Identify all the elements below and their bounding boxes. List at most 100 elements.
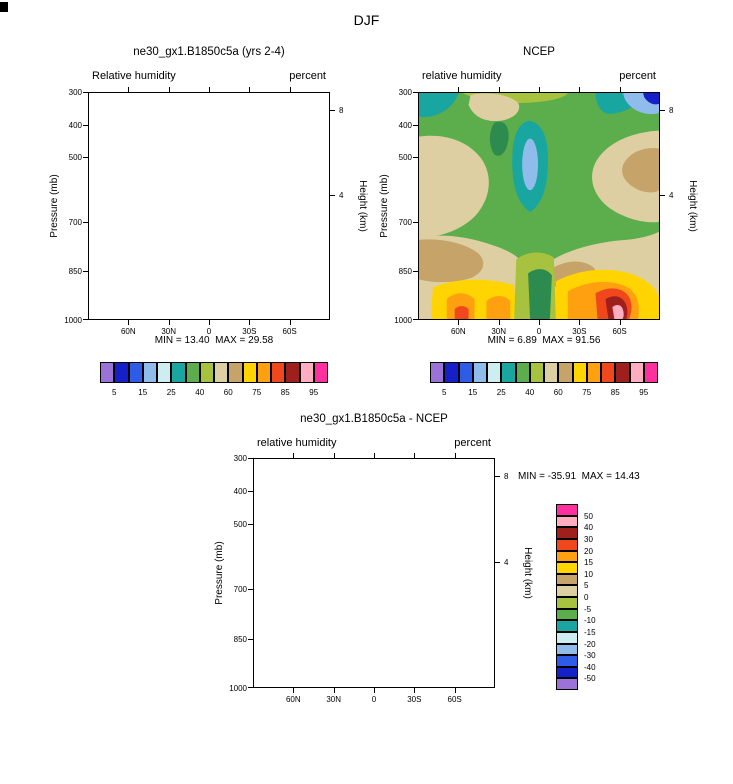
ncep-minmax-stats: MIN = 6.89 MAX = 91.56	[487, 335, 601, 346]
colorbar-label: -50	[584, 674, 596, 684]
colorbar-label: 0	[584, 593, 589, 602]
colorbar-label: 5	[584, 581, 589, 591]
pressure-tick	[413, 222, 418, 224]
model-units-label: percent	[289, 70, 326, 82]
colorbar-box	[114, 362, 129, 383]
colorbar-box	[586, 362, 601, 383]
colorbar-box	[228, 362, 243, 383]
colorbar-box	[100, 362, 115, 383]
colorbar-box	[171, 362, 186, 383]
pressure-tick	[248, 490, 253, 492]
colorbar-box	[556, 562, 578, 574]
colorbar-label: 25	[166, 388, 176, 397]
pressure-tick	[413, 319, 418, 320]
lat-tick-label: 0	[536, 327, 542, 336]
lat-tick-top	[374, 453, 375, 458]
lat-tick-top	[209, 87, 210, 92]
pressure-tick	[248, 523, 253, 525]
lat-tick-bottom	[249, 320, 251, 325]
pressure-tick-label: 700	[398, 218, 412, 228]
ncep-units-label: percent	[619, 70, 656, 82]
height-tick	[495, 561, 500, 563]
colorbar-box	[142, 362, 157, 383]
colorbar-label: 15	[468, 388, 478, 397]
colorbar-box	[285, 362, 300, 383]
colorbar-box	[214, 362, 229, 383]
lat-tick-label: 60S	[282, 327, 297, 336]
height-tick	[660, 110, 665, 112]
colorbar-box	[556, 527, 578, 539]
colorbar-box	[444, 362, 459, 383]
lat-tick-bottom	[539, 320, 540, 325]
pressure-tick-label: 1000	[394, 316, 412, 325]
pressure-tick	[413, 124, 418, 126]
colorbar-label: -15	[584, 627, 596, 637]
colorbar-label: 85	[280, 388, 290, 397]
colorbar-label: 15	[138, 388, 148, 397]
height-tick	[495, 476, 500, 478]
ncep-height-axis-label: Height (km)	[687, 180, 698, 232]
height-tick	[660, 194, 665, 196]
model-subtitle-row: Relative humidity percent	[88, 70, 330, 82]
lat-tick-top	[414, 453, 416, 458]
contour-orange-left-2	[486, 295, 511, 319]
ncep-subtitle-row: relative humidity percent	[418, 70, 660, 82]
lat-tick-label: 30S	[242, 327, 257, 336]
contour-pink-core	[612, 305, 624, 319]
contour-lightblue-dry-core	[522, 138, 539, 191]
pressure-tick	[83, 92, 88, 93]
diff-minmax-stats: MIN = -35.91 MAX = 14.43	[518, 471, 640, 482]
height-tick-label: 4	[669, 190, 674, 200]
colorbar-label: 30	[584, 534, 593, 544]
colorbar-box	[643, 362, 658, 383]
height-tick	[330, 110, 335, 112]
colorbar-box	[256, 362, 271, 383]
colorbar-label: 75	[252, 388, 262, 397]
colorbar-label: 15	[584, 558, 593, 568]
lat-tick-top	[293, 453, 295, 458]
ncep-plot-area	[418, 92, 660, 320]
colorbar-box	[601, 362, 616, 383]
colorbar-box	[544, 362, 559, 383]
diff-subtitle-row: relative humidity percent	[253, 437, 495, 449]
model-minmax-stats: MIN = 13.40 MAX = 29.58	[154, 335, 274, 346]
pressure-tick-label: 500	[68, 153, 82, 163]
colorbar-box	[430, 362, 445, 383]
pressure-tick	[413, 157, 418, 159]
pressure-tick-label: 300	[68, 88, 82, 97]
colorbar-label: 85	[610, 388, 620, 397]
lat-tick-top	[498, 87, 500, 92]
pressure-tick	[83, 124, 88, 126]
lat-tick-top	[128, 87, 130, 92]
colorbar-box	[572, 362, 587, 383]
model-variable-label: Relative humidity	[92, 70, 176, 82]
lat-tick-bottom	[454, 688, 456, 693]
colorbar-box	[556, 655, 578, 667]
pressure-tick-label: 1000	[64, 316, 82, 325]
colorbar-box	[313, 362, 328, 383]
colorbar-label: 95	[309, 388, 319, 397]
lat-tick-bottom	[128, 320, 130, 325]
height-tick-label: 8	[669, 106, 674, 116]
pressure-tick	[248, 458, 253, 459]
diff-plot-area	[253, 458, 495, 688]
colorbar-box	[615, 362, 630, 383]
colorbar-box	[242, 362, 257, 383]
colorbar-box	[556, 678, 578, 690]
colorbar-label: 50	[584, 511, 593, 521]
colorbar-box	[556, 538, 578, 551]
lat-tick-label: 30N	[161, 327, 176, 336]
colorbar-box	[458, 362, 473, 383]
pressure-tick-label: 700	[233, 585, 247, 595]
ncep-panel-title: NCEP	[523, 46, 555, 58]
diff-panel-title: ne30_gx1.B1850c5a - NCEP	[300, 413, 448, 425]
contour-red-left-core	[454, 306, 469, 319]
pressure-tick	[83, 222, 88, 224]
pressure-tick-label: 850	[233, 634, 247, 644]
colorbar-box	[199, 362, 214, 383]
pressure-tick	[83, 157, 88, 159]
colorbar-box	[556, 515, 578, 528]
colorbar-box	[556, 597, 578, 609]
contour-darkgreen-streak	[489, 121, 509, 156]
